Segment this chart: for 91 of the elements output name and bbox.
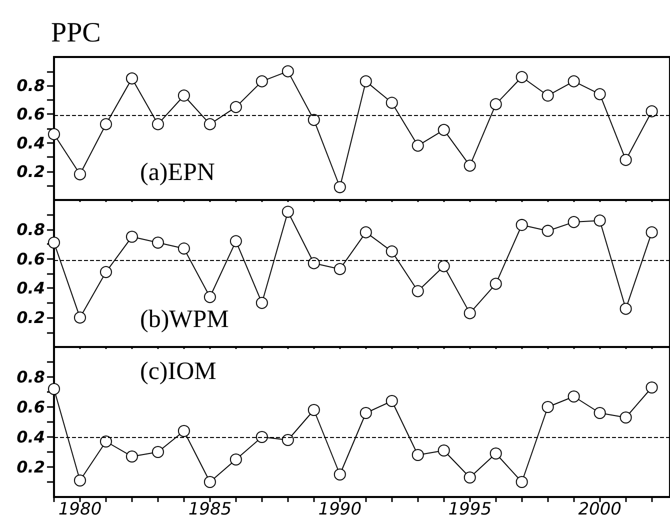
point [74, 474, 86, 486]
point [204, 291, 216, 304]
point [48, 128, 60, 140]
point [516, 218, 528, 231]
point [230, 235, 242, 248]
point [334, 468, 346, 480]
point [308, 114, 320, 126]
point [178, 90, 190, 102]
point [100, 266, 112, 278]
point [438, 260, 450, 272]
point [74, 168, 86, 180]
y-tick-label: 0.4 [16, 133, 45, 152]
point [594, 407, 606, 419]
point [230, 454, 242, 466]
point [386, 395, 398, 407]
point [464, 160, 476, 172]
x-tick-label: 1995 [448, 500, 492, 520]
x-tick-label: 1990 [318, 500, 362, 520]
point [360, 75, 372, 88]
point [542, 401, 554, 413]
annotation: (b)WPM [140, 306, 229, 333]
point [568, 216, 580, 228]
point [126, 72, 138, 84]
point [256, 75, 268, 88]
y-tick-label: 0.2 [16, 458, 45, 476]
point [178, 425, 190, 437]
point [100, 436, 112, 448]
x-tick-label: 1985 [188, 500, 232, 520]
point [438, 124, 450, 136]
point [646, 382, 658, 394]
point [464, 307, 476, 320]
y-tick-label: 0.8 [16, 76, 45, 96]
y-tick-label: 0.2 [16, 162, 45, 181]
point [152, 446, 164, 458]
point [620, 412, 632, 424]
point [230, 101, 242, 114]
point [620, 154, 632, 166]
point [204, 476, 216, 488]
annotation: (a)EPN [140, 159, 215, 186]
point [334, 263, 346, 276]
point [646, 226, 658, 238]
point [464, 472, 476, 484]
point [308, 404, 320, 416]
point [594, 214, 606, 227]
point [646, 105, 658, 118]
point [490, 448, 502, 460]
point [620, 302, 632, 315]
y-tick-label: 0.2 [16, 308, 45, 328]
point [100, 118, 112, 130]
point [594, 88, 606, 100]
x-tick-label: 1980 [58, 500, 102, 520]
point [386, 245, 398, 258]
point [334, 181, 346, 194]
y-tick-label: 0.6 [16, 249, 45, 268]
point [412, 140, 424, 152]
y-tick-label: 0.4 [16, 428, 45, 446]
point [360, 226, 372, 238]
point [282, 206, 294, 218]
point [126, 450, 138, 462]
point [542, 90, 554, 102]
point [542, 224, 554, 237]
y-tick-label: 0.4 [16, 278, 45, 298]
point [126, 230, 138, 243]
annotation: (c)IOM [140, 358, 216, 385]
point [490, 278, 502, 290]
point [490, 98, 502, 110]
point [438, 444, 450, 456]
y-tick-label: 0.8 [16, 368, 45, 386]
point [256, 431, 268, 443]
point [74, 312, 86, 324]
point [178, 242, 190, 255]
point [516, 476, 528, 488]
point [412, 449, 424, 461]
point [386, 96, 398, 109]
point [360, 407, 372, 419]
point [568, 75, 580, 88]
y-tick-label: 0.6 [16, 104, 45, 124]
point [412, 285, 424, 298]
point [568, 390, 580, 402]
y-tick-label: 0.8 [16, 220, 45, 239]
point [256, 296, 268, 309]
x-tick-label: 2000 [578, 500, 622, 520]
point [152, 236, 164, 249]
point [308, 257, 320, 270]
point [282, 434, 294, 446]
chart-title: PPC [51, 18, 101, 48]
point [152, 118, 164, 130]
point [516, 71, 528, 84]
point [204, 118, 216, 130]
y-tick-label: 0.6 [16, 398, 45, 416]
point [282, 65, 294, 78]
